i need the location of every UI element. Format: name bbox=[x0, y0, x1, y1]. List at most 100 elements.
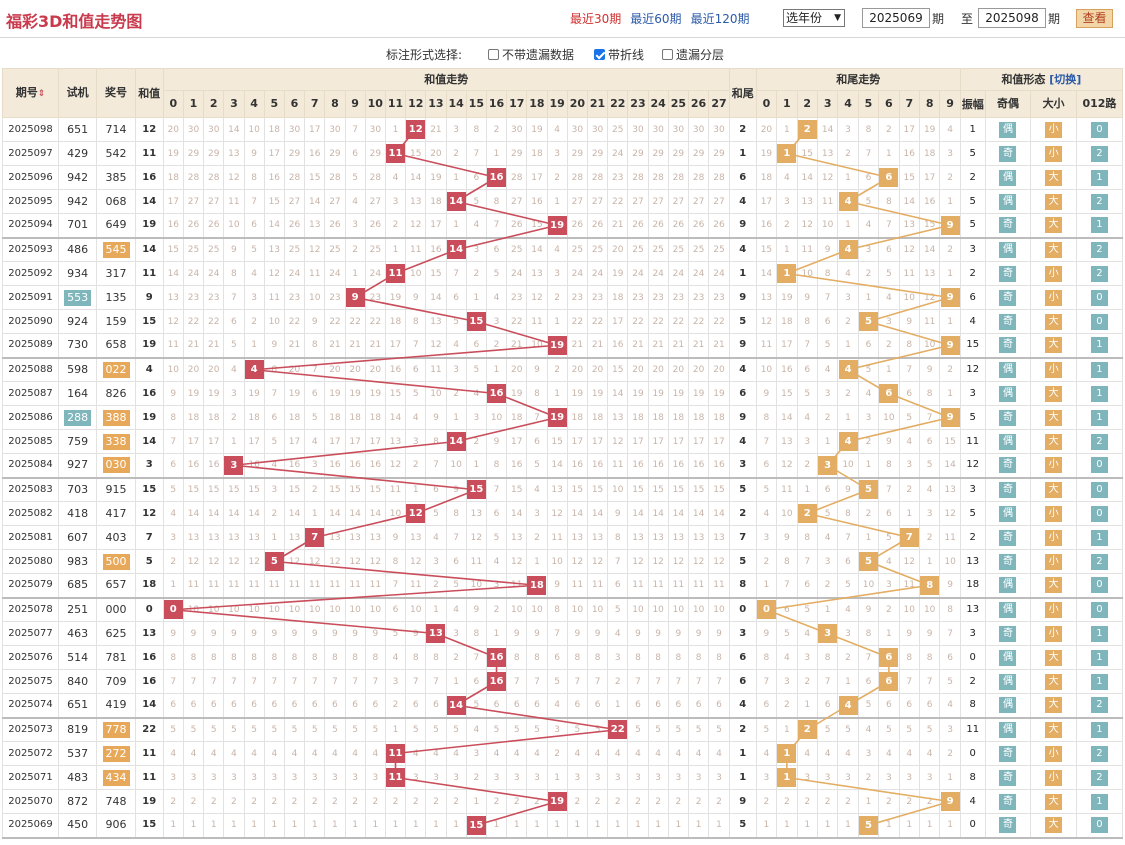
sum-miss-cell: 1 bbox=[162, 813, 184, 838]
sum-miss-cell: 2 bbox=[526, 789, 548, 814]
sum-miss-cell: 15 bbox=[384, 381, 407, 406]
tail-cell: 4 bbox=[728, 189, 757, 214]
tail-cell: 4 bbox=[728, 237, 757, 262]
sum-miss-cell: 6 bbox=[647, 693, 669, 718]
road-cell: 1 bbox=[1075, 717, 1124, 742]
draw-cell: 434 bbox=[96, 765, 136, 790]
tail-miss-cell: 3 bbox=[898, 765, 920, 790]
sum-miss-cell: 11 bbox=[566, 573, 588, 598]
draw-value: 915 bbox=[105, 482, 127, 496]
sum-cell: 14 bbox=[134, 237, 164, 262]
sum-miss-cell: 12 bbox=[283, 549, 306, 574]
bs-cell: 大 bbox=[1030, 405, 1077, 430]
sum-hit-cell: 19 bbox=[546, 333, 568, 358]
sum-miss-cell: 28 bbox=[182, 165, 205, 190]
tail-miss-cell: 1 bbox=[857, 453, 880, 478]
sum-miss-cell: 2 bbox=[526, 525, 548, 550]
sum-cell: 12 bbox=[134, 117, 164, 142]
option-label: 标注形式选择: bbox=[386, 48, 463, 62]
road-badge: 2 bbox=[1090, 553, 1108, 570]
sum-miss-cell: 16 bbox=[243, 453, 265, 478]
tail-miss-cell: 4 bbox=[878, 741, 900, 766]
query-button[interactable]: 查看 bbox=[1076, 9, 1113, 28]
tail-ball: 5 bbox=[859, 552, 878, 571]
sum-miss-cell: 28 bbox=[506, 165, 528, 190]
tail-miss-cell: 6 bbox=[755, 693, 778, 718]
draw-value: 030 bbox=[102, 457, 130, 474]
tail-miss-cell: 18 bbox=[755, 165, 778, 190]
sum-miss-cell: 1 bbox=[344, 813, 366, 838]
sum-miss-cell: 21 bbox=[586, 333, 609, 358]
road-cell: 0 bbox=[1075, 285, 1124, 310]
sum-cell: 9 bbox=[134, 285, 164, 310]
sum-miss-cell: 26 bbox=[364, 213, 386, 238]
oe-cell: 奇 bbox=[984, 477, 1032, 502]
sum-miss-cell: 16 bbox=[627, 453, 649, 478]
road-badge: 0 bbox=[1090, 457, 1108, 474]
tail-trend-header: 和尾走势 bbox=[755, 68, 961, 91]
sum-miss-cell: 14 bbox=[708, 501, 730, 526]
sum-miss-cell: 24 bbox=[324, 261, 346, 286]
period-cell: 2025084 bbox=[2, 453, 59, 478]
tail-miss-cell: 15 bbox=[755, 237, 778, 262]
sum-miss-cell: 25 bbox=[203, 237, 225, 262]
oe-cell: 偶 bbox=[984, 357, 1032, 382]
tail-ball: 7 bbox=[900, 528, 919, 547]
to-period-input[interactable]: 2025098 bbox=[978, 8, 1046, 28]
link-recent-60[interactable]: 最近60期 bbox=[630, 12, 682, 26]
tail-miss-cell: 15 bbox=[918, 213, 941, 238]
checkbox-icon[interactable] bbox=[488, 49, 499, 60]
sort-icon[interactable]: ⇕ bbox=[37, 88, 46, 99]
tail-miss-cell: 4 bbox=[776, 165, 798, 190]
checkbox-checked-icon[interactable] bbox=[594, 49, 605, 60]
link-recent-30[interactable]: 最近30期 bbox=[570, 12, 622, 26]
sum-miss-cell: 5 bbox=[687, 717, 710, 742]
small-badge: 小 bbox=[1045, 145, 1063, 162]
sum-miss-cell: 11 bbox=[263, 573, 285, 598]
tail-miss-cell: 1 bbox=[898, 501, 920, 526]
sum-miss-cell: 28 bbox=[364, 165, 386, 190]
period-header[interactable]: 期号⇕ bbox=[2, 68, 59, 118]
tail-miss-cell: 1 bbox=[918, 549, 941, 574]
switch-button[interactable]: [切换] bbox=[1049, 72, 1082, 86]
sum-miss-cell: 16 bbox=[647, 453, 669, 478]
tail-miss-cell: 8 bbox=[918, 381, 941, 406]
sum-miss-cell: 5 bbox=[465, 693, 487, 718]
sum-miss-cell: 15 bbox=[405, 141, 427, 166]
option-line[interactable]: 带折线 bbox=[594, 46, 644, 63]
year-select[interactable]: 选年份 ▼ bbox=[783, 9, 845, 27]
checkbox-icon[interactable] bbox=[662, 49, 673, 60]
trial-value: 164 bbox=[67, 386, 89, 400]
sum-miss-cell: 7 bbox=[162, 429, 184, 454]
tail-miss-cell: 2 bbox=[878, 333, 900, 358]
sum-miss-cell: 2 bbox=[485, 333, 508, 358]
sum-miss-cell: 5 bbox=[364, 717, 386, 742]
from-period-input[interactable]: 2025069 bbox=[862, 8, 930, 28]
sum-miss-cell: 6 bbox=[485, 237, 508, 262]
tail-miss-cell: 2 bbox=[796, 453, 818, 478]
bs-cell: 大 bbox=[1030, 309, 1077, 334]
tail-miss-cell: 18 bbox=[776, 309, 798, 334]
sum-miss-cell: 3 bbox=[162, 765, 184, 790]
option-no-gap[interactable]: 不带遗漏数据 bbox=[488, 46, 574, 63]
sum-cell: 11 bbox=[134, 741, 164, 766]
sum-miss-cell: 6 bbox=[203, 693, 225, 718]
sum-miss-cell: 6 bbox=[304, 381, 326, 406]
sum-miss-cell: 7 bbox=[324, 669, 346, 694]
sum-miss-cell: 20 bbox=[586, 357, 609, 382]
sum-hit-cell: 16 bbox=[485, 669, 508, 694]
table-row: 2025078 251 000 0 0 10 10 10 10 10 10 10 10 10 10 6 10 1 4… bbox=[2, 597, 1124, 622]
bs-cell: 大 bbox=[1030, 789, 1077, 814]
link-recent-120[interactable]: 最近120期 bbox=[690, 12, 750, 26]
trial-value: 429 bbox=[67, 146, 89, 160]
bs-cell: 大 bbox=[1030, 213, 1077, 238]
tail-miss-cell: 3 bbox=[837, 285, 859, 310]
sum-miss-cell: 5 bbox=[647, 717, 669, 742]
trial-cell: 703 bbox=[57, 477, 98, 502]
option-layer[interactable]: 遗漏分层 bbox=[662, 46, 724, 63]
sum-miss-cell: 16 bbox=[667, 453, 689, 478]
sum-ball: 0 bbox=[164, 600, 183, 620]
sum-miss-cell: 7 bbox=[405, 669, 427, 694]
sum-miss-cell: 5 bbox=[223, 717, 245, 742]
sum-miss-cell: 29 bbox=[182, 141, 205, 166]
